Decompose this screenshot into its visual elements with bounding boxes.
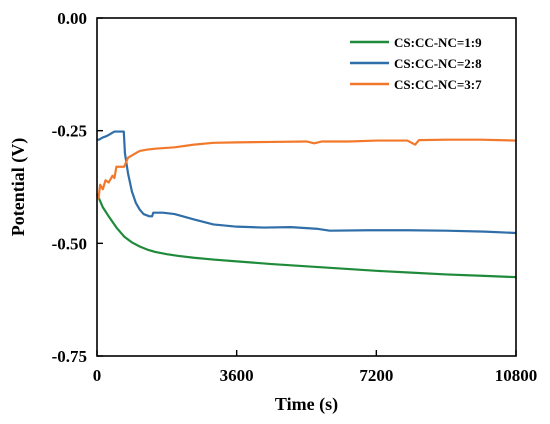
x-tick-label: 3600 <box>220 366 254 385</box>
legend-label-3: CS:CC-NC=3:7 <box>394 77 482 92</box>
series-line-1 <box>95 193 517 279</box>
x-tick-label: 10800 <box>495 366 538 385</box>
x-tick-label: 7200 <box>359 366 393 385</box>
y-tick-label: -0.50 <box>52 234 87 253</box>
legend-label-2: CS:CC-NC=2:8 <box>394 56 482 71</box>
y-axis-title: Potential (V) <box>8 138 29 236</box>
legend-label-1: CS:CC-NC=1:9 <box>394 35 482 50</box>
y-tick-label: -0.75 <box>52 347 87 366</box>
y-tick-label: -0.25 <box>52 122 87 141</box>
y-tick-label: 0.00 <box>57 9 87 28</box>
x-axis-title: Time (s) <box>275 394 338 415</box>
legend: CS:CC-NC=1:9 CS:CC-NC=2:8 CS:CC-NC=3:7 <box>350 35 482 92</box>
ticks-layer: 0 3600 7200 10800 0.00 -0.25 -0.50 -0.75 <box>52 9 538 385</box>
x-tick-label: 0 <box>93 366 102 385</box>
series-line-3 <box>95 138 517 200</box>
plot-frame <box>96 17 517 357</box>
series-layer <box>95 130 517 279</box>
series-line-2 <box>97 130 517 235</box>
